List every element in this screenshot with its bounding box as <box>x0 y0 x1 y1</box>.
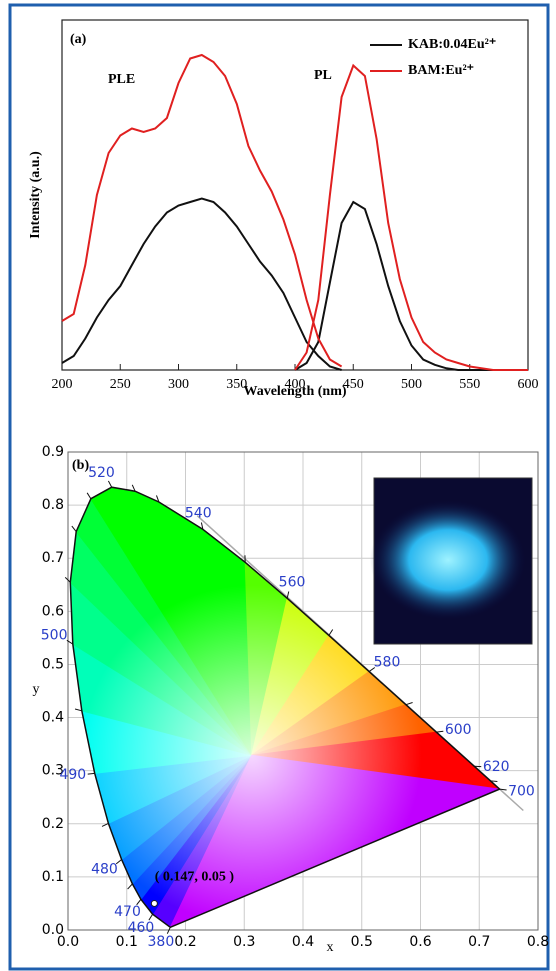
locus-tick <box>101 822 109 827</box>
y-tick-label: 0.8 <box>42 497 64 513</box>
x-tick-label: 0.8 <box>527 934 549 950</box>
wavelength-label: 480 <box>91 862 118 878</box>
color-gamut <box>70 487 500 928</box>
wavelength-label: 560 <box>279 575 306 591</box>
locus-tick <box>64 577 71 583</box>
x-tick-label: 0.7 <box>468 934 490 950</box>
locus-tick <box>115 859 122 865</box>
y-tick-label: 0.1 <box>42 869 64 885</box>
y-tick-label: 0.7 <box>42 550 64 566</box>
wavelength-label: 600 <box>445 722 472 738</box>
locus-tick <box>200 522 204 530</box>
x-tick-label: 0.6 <box>409 934 431 950</box>
locus-tick <box>87 772 95 775</box>
y-tick-label: 0.6 <box>42 603 64 619</box>
panel-label: (a) <box>70 32 87 47</box>
x-tick-label: 0.2 <box>174 934 196 950</box>
wavelength-label: 620 <box>483 759 510 775</box>
spectral-locus <box>69 486 501 929</box>
x-tick-label: 200 <box>52 377 73 392</box>
locus-tick <box>166 927 171 934</box>
white-glow <box>81 585 422 926</box>
x-axis-label: Wavelength (nm) <box>243 384 346 399</box>
x-tick-label: 0.1 <box>116 934 138 950</box>
wavelength-label: 540 <box>185 506 212 522</box>
locus-tick <box>286 591 290 599</box>
x-tick-label: 500 <box>401 377 422 392</box>
wavelength-label: 470 <box>114 904 141 920</box>
wavelength-label: 500 <box>41 628 68 644</box>
x-tick-label: 300 <box>168 377 189 392</box>
locus-tick <box>156 495 160 503</box>
locus-tick <box>148 913 154 921</box>
point-label: ( 0.147, 0.05 ) <box>155 870 235 885</box>
locus-tick <box>107 480 113 488</box>
series-line <box>61 197 342 371</box>
x-tick-label: 550 <box>459 377 480 392</box>
locus-tick <box>368 667 376 672</box>
series-line <box>294 200 528 371</box>
wavelength-label: 580 <box>374 654 401 670</box>
legend-label: BAM:Eu²⁺ <box>408 63 474 78</box>
inset-powder <box>370 500 526 620</box>
y-tick-label: 0.9 <box>42 444 64 460</box>
legend-label: KAB:0.04Eu²⁺ <box>408 37 496 52</box>
annotation: PL <box>314 68 332 83</box>
wavelength-label: 380 <box>148 934 175 950</box>
x-tick-label: 0.0 <box>57 934 79 950</box>
locus-tick <box>499 788 507 791</box>
frame <box>8 3 550 971</box>
locus-tick <box>71 525 77 532</box>
x-tick-label: 0.3 <box>233 934 255 950</box>
x-tick-label: 400 <box>285 377 306 392</box>
series-line <box>61 53 343 368</box>
locus-tick <box>436 730 444 733</box>
x-axis-label: x <box>327 940 334 955</box>
x-tick-label: 250 <box>110 377 131 392</box>
y-tick-label: 0.0 <box>42 922 64 938</box>
wavelength-label: 490 <box>59 767 86 783</box>
x-tick-label: 0.5 <box>351 934 373 950</box>
x-tick-label: 350 <box>226 377 247 392</box>
locus-tick <box>328 629 334 636</box>
series-line <box>294 63 528 371</box>
plot-frame <box>67 451 539 931</box>
locus-tick <box>127 883 133 890</box>
x-tick-label: 600 <box>518 377 539 392</box>
wavelength-label: 460 <box>128 920 155 936</box>
y-tick-label: 0.5 <box>42 656 64 672</box>
y-tick-label: 0.4 <box>42 710 64 726</box>
y-tick-label: 0.3 <box>42 763 64 779</box>
y-tick-label: 0.2 <box>42 816 64 832</box>
locus-tick <box>490 780 498 783</box>
y-axis-label: Intensity (a.u.) <box>28 151 43 239</box>
annotation: PLE <box>108 72 135 87</box>
locus-tick <box>136 898 142 906</box>
locus-tick <box>405 702 413 706</box>
locus-tick <box>66 639 74 645</box>
x-tick-label: 450 <box>343 377 364 392</box>
wavelength-label: 520 <box>88 465 115 481</box>
locus-tick <box>86 492 92 500</box>
x-tick-label: 0.4 <box>292 934 314 950</box>
wavelength-label: 700 <box>508 783 535 799</box>
y-axis-label: y <box>33 682 40 697</box>
panel-label: (b) <box>72 458 89 473</box>
locus-tick <box>74 708 82 712</box>
cie-point <box>150 899 158 907</box>
locus-tick <box>131 484 136 492</box>
